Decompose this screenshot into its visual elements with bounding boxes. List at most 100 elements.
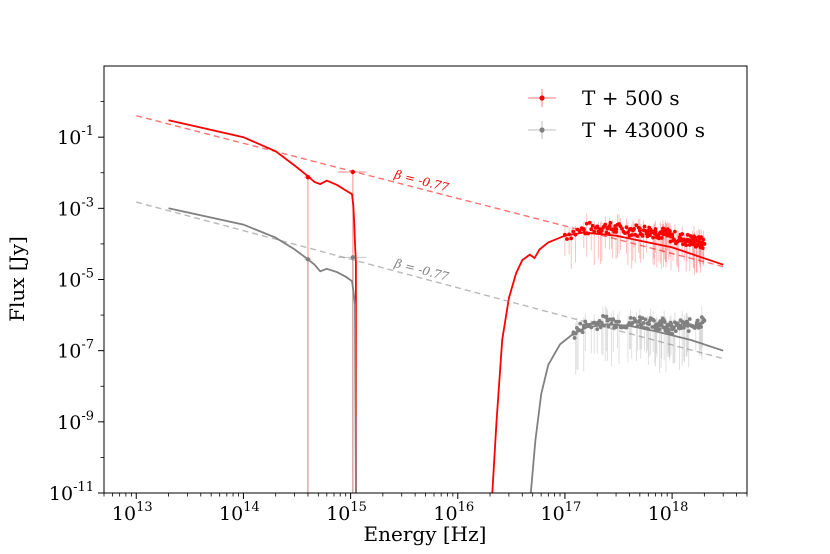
xray-point (614, 230, 618, 234)
xray-data-point (694, 320, 699, 325)
xray-point (589, 227, 594, 232)
xray-point (571, 229, 576, 234)
xray-point (639, 324, 644, 328)
xray-data-point (595, 224, 600, 229)
xray-point (608, 220, 613, 225)
xray-data-point (605, 226, 610, 231)
optical-point (350, 169, 356, 175)
xray-point (604, 314, 609, 319)
xray-point (687, 317, 692, 321)
legend-label: T + 500 s (582, 86, 680, 110)
xray-point (617, 319, 621, 324)
xray-point (578, 321, 583, 326)
xray-point (675, 321, 680, 326)
xray-data-point (627, 320, 632, 325)
xray-point (673, 229, 677, 234)
xray-point (611, 317, 616, 321)
xray-data-point (646, 320, 651, 325)
xray-point (651, 318, 656, 323)
model-curve-optical (168, 119, 357, 493)
xray-point (693, 235, 698, 240)
xray-point (569, 236, 574, 241)
x-tick-label: 1015 (326, 500, 367, 525)
legend-marker (539, 127, 545, 133)
series-0: β = -0.77 (136, 115, 724, 493)
xray-point (699, 325, 703, 329)
xray-point (602, 323, 607, 328)
xray-point (681, 242, 685, 247)
x-tick-label: 1017 (541, 500, 582, 525)
y-tick-label: 10-9 (57, 409, 94, 434)
xray-point (583, 231, 588, 236)
xray-point (595, 327, 600, 332)
xray-data-point (595, 320, 600, 325)
xray-point (628, 315, 633, 320)
xray-point (603, 222, 608, 227)
xray-data-point (659, 231, 664, 236)
xray-data-point (697, 240, 702, 245)
xray-point (662, 320, 667, 324)
xray-data-point (605, 318, 610, 323)
xray-point (584, 221, 589, 226)
y-axis-label: Flux [Jy] (5, 236, 29, 322)
xray-point (583, 319, 588, 324)
xray-point (643, 317, 648, 322)
plot-frame (103, 65, 748, 494)
xray-point (700, 246, 705, 251)
xray-data-point (562, 232, 567, 237)
xray-point (659, 323, 664, 327)
xray-point (577, 229, 582, 233)
xray-point (623, 231, 627, 236)
xray-point (586, 231, 591, 236)
xray-data-point (685, 323, 690, 328)
legend: T + 500 s T + 43000 s (528, 86, 705, 142)
xray-data-point (665, 232, 670, 237)
xray-point (701, 237, 706, 242)
xray-data-point (678, 323, 683, 328)
x-tick-label: 1013 (112, 500, 153, 525)
xray-point (624, 225, 629, 230)
xray-point (642, 224, 647, 229)
xray-data-point (685, 237, 690, 242)
powerlaw-line (136, 115, 724, 268)
y-tick-label: 10-5 (57, 267, 94, 292)
xray-point (606, 324, 611, 329)
xray-point (614, 325, 618, 330)
xray-point (573, 232, 578, 237)
xray-point (670, 331, 674, 336)
xray-point (648, 233, 652, 238)
y-tick-label: 10-7 (57, 338, 94, 363)
xray-point (599, 320, 604, 325)
xray-point (684, 243, 689, 247)
optical-point (350, 255, 356, 260)
xray-data-point (653, 323, 658, 328)
xray-point (673, 329, 678, 333)
powerlaw-line (136, 201, 724, 360)
xray-data-point (702, 241, 707, 246)
xray-point (598, 325, 603, 330)
plot-area: β = -0.77β = -0.77 (136, 115, 724, 493)
xray-data-point (659, 319, 664, 324)
xray-point (609, 321, 614, 326)
xray-point (659, 236, 664, 240)
y-tick-label: 10-11 (49, 480, 94, 505)
xray-data-point (678, 236, 683, 241)
xray-point (592, 229, 597, 234)
x-tick-label: 1018 (648, 500, 689, 525)
xray-data-point (670, 327, 675, 332)
xray-data-point (614, 319, 619, 324)
axis-ticks: 1013 1014 1015 1016 1017 1018 10-1 10-3 10-5 10-7… (49, 101, 748, 525)
xray-point (589, 325, 594, 330)
y-tick-label: 10-1 (57, 124, 94, 149)
xray-point (629, 233, 634, 237)
xray-point (567, 232, 572, 237)
xray-data-point (665, 323, 670, 328)
xray-data-point (646, 229, 651, 234)
xray-point (620, 226, 624, 231)
x-tick-label: 1014 (219, 500, 260, 525)
x-axis-label: Energy [Hz] (364, 522, 487, 546)
xray-data-point (581, 323, 586, 328)
xray-data-point (702, 318, 707, 323)
xray-point (640, 233, 645, 238)
